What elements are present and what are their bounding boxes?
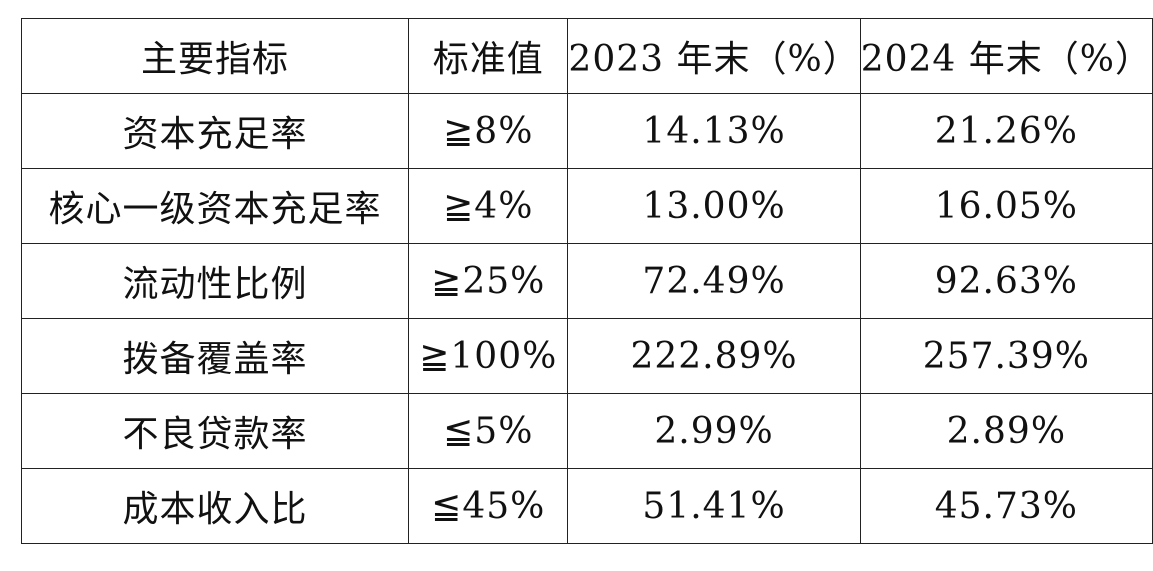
cell-2024: 257.39% <box>859 318 1153 394</box>
cell-standard: ≧4% <box>408 168 569 244</box>
table-row: 成本收入比 ≦45% 51.41% 45.73% <box>20 468 1153 544</box>
header-standard: 标准值 <box>408 18 569 94</box>
cell-2024: 2.89% <box>859 393 1153 469</box>
table-body: 资本充足率 ≧8% 14.13% 21.26% 核心一级资本充足率 ≧4% 13… <box>20 93 1153 544</box>
cell-indicator: 核心一级资本充足率 <box>20 168 410 244</box>
cell-indicator: 拨备覆盖率 <box>20 318 410 394</box>
header-row: 主要指标 标准值 2023 年末（%） 2024 年末（%） <box>20 18 1153 94</box>
cell-2023: 2.99% <box>567 393 861 469</box>
cell-2024: 21.26% <box>859 93 1153 169</box>
table-row: 资本充足率 ≧8% 14.13% 21.26% <box>20 93 1153 169</box>
cell-standard: ≧100% <box>408 318 569 394</box>
table-row: 不良贷款率 ≦5% 2.99% 2.89% <box>20 393 1153 469</box>
cell-2023: 14.13% <box>567 93 861 169</box>
cell-2024: 16.05% <box>859 168 1153 244</box>
cell-indicator: 流动性比例 <box>20 243 410 319</box>
table-header: 主要指标 标准值 2023 年末（%） 2024 年末（%） <box>20 18 1153 94</box>
header-2024: 2024 年末（%） <box>859 18 1153 94</box>
cell-2023: 222.89% <box>567 318 861 394</box>
cell-indicator: 成本收入比 <box>20 468 410 544</box>
table-row: 流动性比例 ≧25% 72.49% 92.63% <box>20 243 1153 319</box>
metrics-table: 主要指标 标准值 2023 年末（%） 2024 年末（%） 资本充足率 ≧8%… <box>20 18 1153 544</box>
cell-standard: ≧25% <box>408 243 569 319</box>
cell-2023: 13.00% <box>567 168 861 244</box>
cell-2023: 72.49% <box>567 243 861 319</box>
table-row: 拨备覆盖率 ≧100% 222.89% 257.39% <box>20 318 1153 394</box>
cell-standard: ≧8% <box>408 93 569 169</box>
table-row: 核心一级资本充足率 ≧4% 13.00% 16.05% <box>20 168 1153 244</box>
cell-2024: 92.63% <box>859 243 1153 319</box>
cell-standard: ≦45% <box>408 468 569 544</box>
cell-indicator: 不良贷款率 <box>20 393 410 469</box>
header-2023: 2023 年末（%） <box>567 18 861 94</box>
cell-standard: ≦5% <box>408 393 569 469</box>
cell-2023: 51.41% <box>567 468 861 544</box>
cell-2024: 45.73% <box>859 468 1153 544</box>
header-indicator: 主要指标 <box>20 18 410 94</box>
cell-indicator: 资本充足率 <box>20 93 410 169</box>
